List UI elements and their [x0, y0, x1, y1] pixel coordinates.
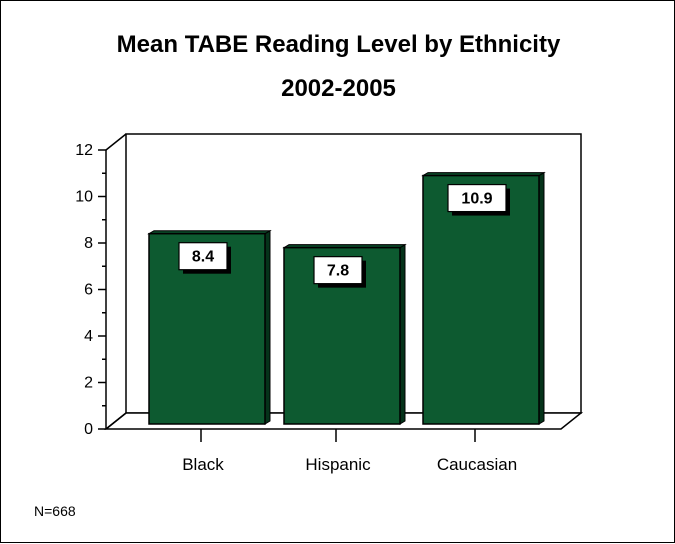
data-label-black: 8.4: [192, 249, 214, 266]
data-label-caucasian: 10.9: [461, 191, 492, 208]
y-tick-label-4: 4: [84, 328, 93, 345]
y-tick-label-2: 2: [84, 375, 93, 392]
chart-subtitle: 2002-2005: [281, 75, 396, 102]
sample-size-note: N=668: [34, 503, 76, 519]
y-tick-label-0: 0: [84, 421, 93, 438]
chart-title: Mean TABE Reading Level by Ethnicity: [116, 31, 561, 58]
x-tick-label-black: Black: [182, 455, 224, 474]
y-tick-label-8: 8: [84, 235, 93, 252]
x-tick-label-caucasian: Caucasian: [437, 455, 517, 474]
data-label-box: [447, 183, 507, 213]
y-tick-label-6: 6: [84, 282, 93, 299]
data-label-box: [178, 242, 228, 271]
x-tick-label-hispanic: Hispanic: [305, 455, 371, 474]
data-label-box: [313, 256, 363, 285]
side-wall-top-edge: [105, 133, 127, 151]
data-label-hispanic: 7.8: [327, 263, 349, 280]
y-tick-label-10: 10: [75, 189, 93, 206]
side-wall-bottom-edge: [105, 412, 127, 430]
bar-caucasian: [422, 174, 540, 425]
y-tick-label-12: 12: [75, 142, 93, 159]
